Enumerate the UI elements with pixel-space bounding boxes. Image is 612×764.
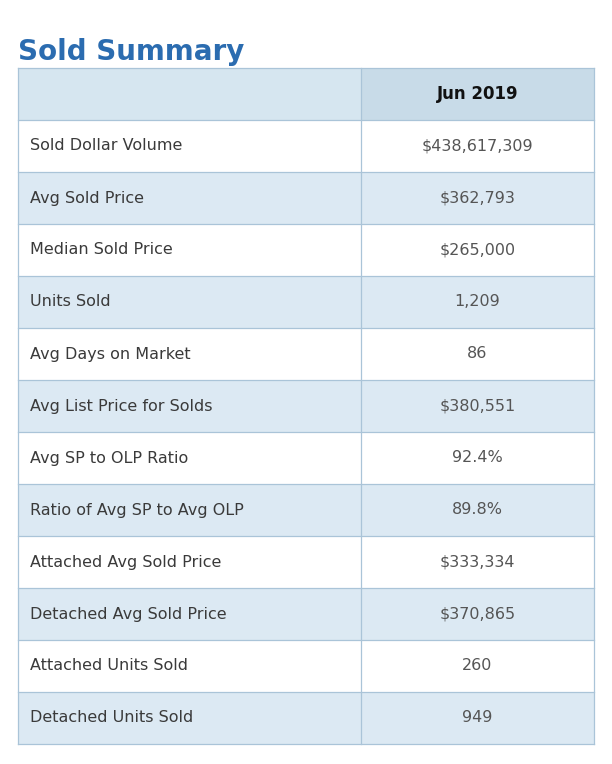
Text: Attached Avg Sold Price: Attached Avg Sold Price (30, 555, 222, 569)
Bar (360, 380, 594, 432)
Bar (360, 692, 594, 744)
Text: $438,617,309: $438,617,309 (422, 138, 533, 154)
Bar (360, 224, 594, 276)
Text: Detached Avg Sold Price: Detached Avg Sold Price (30, 607, 226, 621)
Text: Units Sold: Units Sold (30, 294, 111, 309)
Bar (18, 380, 360, 432)
Bar (360, 484, 594, 536)
Bar (18, 432, 360, 484)
Bar (18, 172, 360, 224)
Bar (360, 588, 594, 640)
Bar (18, 640, 360, 692)
Text: 89.8%: 89.8% (452, 503, 503, 517)
Text: $265,000: $265,000 (439, 242, 515, 257)
Text: 86: 86 (467, 347, 488, 361)
Bar (18, 120, 360, 172)
Text: Avg Sold Price: Avg Sold Price (30, 190, 144, 206)
Text: Detached Units Sold: Detached Units Sold (30, 711, 193, 726)
Text: $362,793: $362,793 (439, 190, 515, 206)
Text: Jun 2019: Jun 2019 (436, 85, 518, 103)
Text: Sold Dollar Volume: Sold Dollar Volume (30, 138, 182, 154)
Bar (360, 432, 594, 484)
Text: Avg SP to OLP Ratio: Avg SP to OLP Ratio (30, 451, 188, 465)
Text: 92.4%: 92.4% (452, 451, 502, 465)
Text: Avg List Price for Solds: Avg List Price for Solds (30, 399, 212, 413)
Bar (18, 224, 360, 276)
Text: Avg Days on Market: Avg Days on Market (30, 347, 190, 361)
Bar (18, 536, 360, 588)
Bar (360, 276, 594, 328)
Bar (18, 328, 360, 380)
Text: $333,334: $333,334 (439, 555, 515, 569)
Text: $370,865: $370,865 (439, 607, 515, 621)
Bar (18, 484, 360, 536)
Text: 1,209: 1,209 (455, 294, 500, 309)
Bar (360, 68, 594, 120)
Text: $380,551: $380,551 (439, 399, 515, 413)
Bar (18, 692, 360, 744)
Text: Median Sold Price: Median Sold Price (30, 242, 173, 257)
Bar (360, 328, 594, 380)
Text: Sold Summary: Sold Summary (18, 38, 244, 66)
Bar (18, 588, 360, 640)
Bar (18, 68, 360, 120)
Bar (360, 120, 594, 172)
Bar (360, 640, 594, 692)
Text: Ratio of Avg SP to Avg OLP: Ratio of Avg SP to Avg OLP (30, 503, 244, 517)
Bar (360, 536, 594, 588)
Bar (18, 276, 360, 328)
Text: 260: 260 (462, 659, 493, 674)
Bar (360, 172, 594, 224)
Text: Attached Units Sold: Attached Units Sold (30, 659, 188, 674)
Text: 949: 949 (462, 711, 493, 726)
